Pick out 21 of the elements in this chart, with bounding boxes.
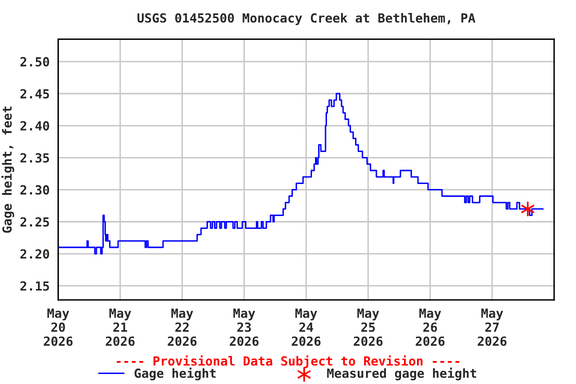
y-tick-label: 2.15 xyxy=(20,281,49,291)
y-tick-label: 2.40 xyxy=(20,121,50,131)
legend-label: Gage height xyxy=(134,368,216,380)
chart-title: USGS 01452500 Monocacy Creek at Bethlehem, PA xyxy=(137,13,476,26)
x-tick-label: May 23 2026 xyxy=(230,308,259,346)
x-tick-label: May 25 2026 xyxy=(354,308,383,346)
x-tick-label: May 26 2026 xyxy=(416,308,444,346)
x-tick-label: May 22 2026 xyxy=(168,308,197,346)
y-tick-label: 2.25 xyxy=(20,217,49,227)
x-tick-label: May 27 2026 xyxy=(478,308,506,346)
x-tick-label: May 20 2026 xyxy=(44,308,73,346)
y-tick-label: 2.45 xyxy=(20,89,49,99)
x-tick-label: May 24 2026 xyxy=(292,308,321,346)
y-tick-label: 2.35 xyxy=(20,153,49,163)
y-tick-label: 2.30 xyxy=(20,185,50,195)
legend-label: Measured gage height xyxy=(327,368,476,380)
x-tick-label: May 21 2026 xyxy=(106,308,135,346)
text: ---- Provisional Data Subject to Revision ---- xyxy=(116,355,460,368)
y-axis-title: Gage height, feet xyxy=(1,106,14,233)
y-tick-label: 2.50 xyxy=(20,57,50,67)
y-tick-label: 2.20 xyxy=(20,249,50,259)
